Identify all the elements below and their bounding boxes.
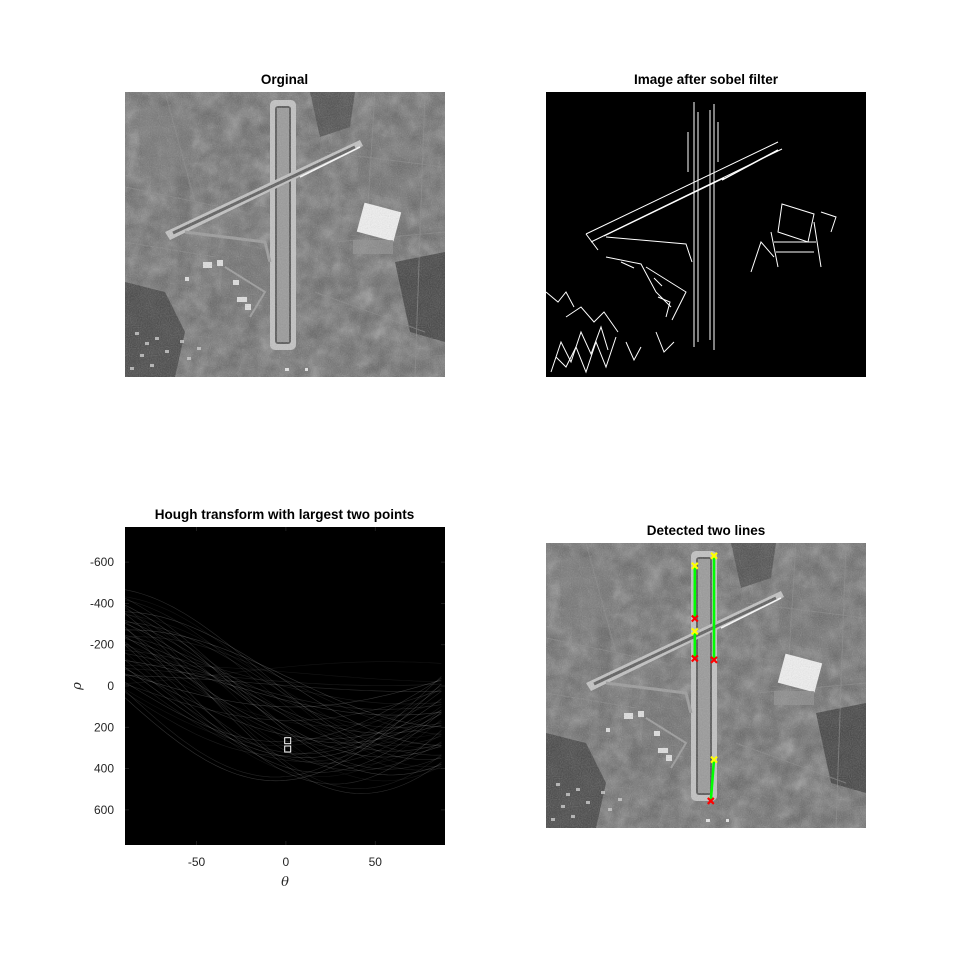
aerial-image — [125, 92, 445, 377]
hough-curve — [124, 650, 442, 705]
hough-curve — [124, 659, 442, 754]
hough-curve — [124, 635, 442, 728]
segment-end-marker — [691, 654, 699, 663]
segment-start-marker — [710, 552, 718, 560]
segment-start-marker — [691, 627, 699, 636]
hough-curve — [124, 660, 442, 716]
hough-peaks — [284, 737, 292, 753]
segment-end-marker — [707, 797, 715, 805]
subplot-title: Hough transform with largest two points — [155, 507, 415, 522]
subplot-hough: Hough transform with largest two points … — [70, 507, 445, 890]
hough-curve — [124, 683, 442, 782]
hough-curve — [124, 674, 442, 762]
segment-start-marker — [710, 755, 718, 764]
hough-curve — [124, 677, 442, 743]
hough-curve — [124, 668, 442, 686]
hough-curve — [124, 636, 442, 744]
subplot-title: Image after sobel filter — [634, 72, 779, 87]
y-tick-label: 0 — [107, 679, 114, 693]
hough-curve — [124, 658, 442, 727]
hough-curve — [124, 683, 442, 721]
hough-curves — [124, 589, 442, 794]
hough-curve — [124, 613, 442, 794]
y-tick-label: -400 — [90, 596, 114, 610]
hough-curve — [124, 612, 442, 746]
hough-curve — [124, 621, 442, 756]
hough-curve — [124, 620, 442, 752]
hough-curve — [124, 641, 442, 764]
x-tick-label: -50 — [188, 855, 206, 869]
subplot-original: Orginal — [125, 72, 445, 377]
line-segment — [709, 759, 716, 802]
hough-curve — [124, 668, 442, 740]
hough-curve — [124, 676, 442, 778]
hough-curve — [124, 608, 442, 782]
hough-curve — [124, 664, 442, 683]
subplot-sobel: Image after sobel filter — [545, 72, 866, 377]
hough-curve — [124, 666, 442, 758]
hough-curve — [124, 606, 442, 789]
hough-curve — [124, 675, 442, 692]
y-tick-label: -600 — [90, 555, 114, 569]
y-axis-ticks: -600 -400 -200 0 200 400 600 — [90, 555, 445, 817]
hough-curve — [124, 644, 442, 773]
hough-curve — [124, 629, 442, 728]
hough-curve — [124, 638, 442, 734]
hough-curve — [124, 623, 442, 758]
edge-lines — [545, 102, 837, 374]
hough-axes: -50 0 50 -600 -400 -200 0 200 400 600 θ ρ — [70, 527, 445, 890]
hough-curve — [124, 685, 442, 746]
hough-curve — [124, 643, 442, 749]
subplot-title: Orginal — [261, 72, 308, 87]
hough-curve — [124, 628, 442, 771]
subplot-title: Detected two lines — [647, 523, 766, 538]
y-tick-label: -200 — [90, 638, 114, 652]
hough-curve — [124, 636, 442, 735]
y-axis-label: ρ — [70, 682, 85, 691]
hough-curve — [124, 597, 442, 770]
x-axis-label: θ — [281, 875, 289, 890]
segment-start-marker — [691, 562, 699, 570]
hough-curve — [124, 596, 442, 767]
hough-curve — [124, 614, 442, 749]
hough-curve — [124, 653, 442, 710]
edge-image — [545, 92, 866, 377]
hough-curve — [124, 626, 442, 785]
y-tick-label: 600 — [94, 803, 114, 817]
hough-image — [125, 527, 445, 845]
hough-curve — [124, 687, 442, 756]
hough-curve — [124, 599, 442, 771]
hough-curve — [124, 621, 442, 766]
x-axis-ticks: -50 0 50 — [188, 527, 382, 869]
subplot-detected: Detected two lines — [546, 523, 866, 828]
detected-segments — [691, 552, 718, 805]
hough-curve — [124, 673, 442, 708]
hough-curve — [124, 645, 442, 740]
x-tick-label: 0 — [283, 855, 290, 869]
detected-image — [546, 543, 866, 828]
hough-peak-marker — [284, 737, 292, 745]
hough-curve — [124, 661, 442, 684]
segment-end-marker — [691, 614, 699, 623]
x-tick-label: 50 — [369, 855, 383, 869]
hough-curve — [124, 611, 442, 746]
y-tick-label: 200 — [94, 720, 114, 734]
segment-end-marker — [710, 656, 718, 664]
hough-curve — [124, 651, 442, 777]
hough-curve — [124, 604, 442, 776]
hough-curve — [124, 589, 442, 760]
hough-peak-marker — [284, 745, 292, 753]
y-tick-label: 400 — [94, 762, 114, 776]
